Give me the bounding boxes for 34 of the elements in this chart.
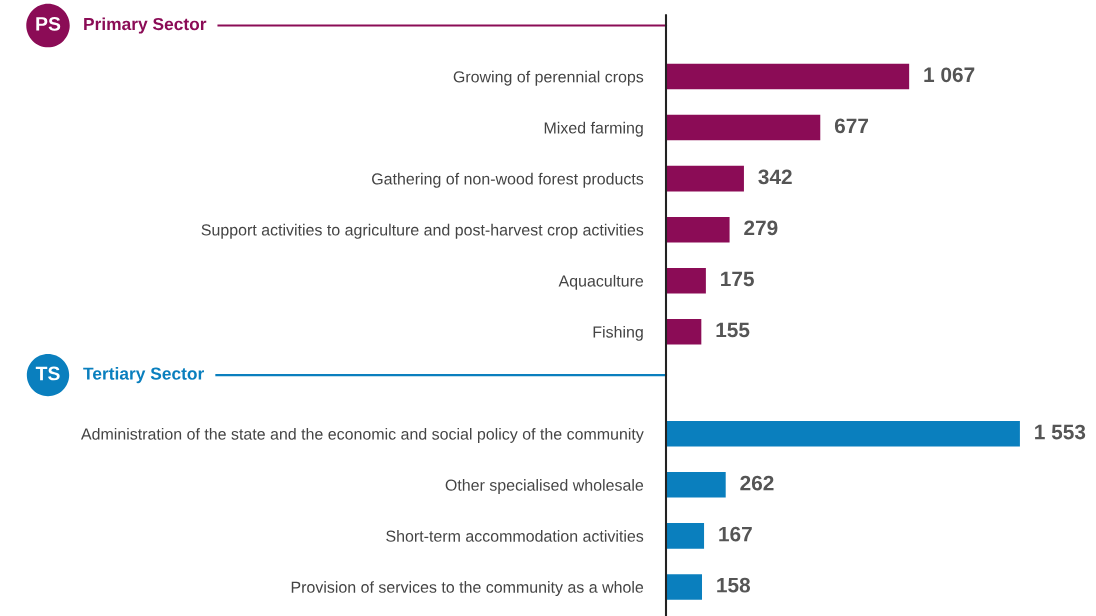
- y-tick-label: Support activities to agriculture and post-harvest crop activities: [201, 223, 644, 239]
- y-tick-label: Short-term accommodation activities: [386, 530, 644, 542]
- y-tick-label: Gathering of non-wood forest products: [372, 172, 644, 188]
- bar: [666, 574, 703, 600]
- bar: [666, 114, 821, 141]
- data-label: 175: [721, 271, 754, 287]
- bar: [666, 472, 726, 498]
- data-label: 158: [717, 577, 751, 593]
- text: Primary Sector: [84, 17, 207, 34]
- y-tick-label: Provision of services to the community as a whole: [291, 581, 644, 597]
- y-tick-label: Mixed farming: [544, 121, 643, 137]
- y-tick-label: Fishing: [593, 325, 643, 341]
- data-label: 279: [744, 220, 778, 236]
- y-tick-label: Aquaculture: [558, 274, 644, 290]
- bar: [666, 216, 730, 243]
- data-label: 155: [716, 322, 750, 338]
- text: TS: [35, 366, 60, 381]
- y-tick-label: Administration of the state and the economic and social policy of the community: [80, 428, 644, 443]
- bar: [666, 267, 706, 294]
- data-label: 342: [758, 169, 792, 185]
- data-label: 262: [740, 475, 774, 491]
- data-label: 167: [719, 526, 752, 542]
- bar: [666, 523, 705, 549]
- bar: [666, 421, 1020, 447]
- bar: [666, 318, 702, 345]
- bar: [666, 63, 910, 90]
- y-tick-label: Growing of perennial crops: [453, 70, 644, 86]
- data-label: 1 067: [924, 67, 975, 83]
- text: Tertiary Sector: [83, 367, 204, 384]
- y-tick-label: Other specialised wholesale: [445, 479, 644, 494]
- text: PS: [36, 16, 61, 31]
- data-label: 677: [834, 118, 869, 134]
- data-label: 1 553: [1035, 424, 1086, 440]
- bar: [666, 165, 744, 192]
